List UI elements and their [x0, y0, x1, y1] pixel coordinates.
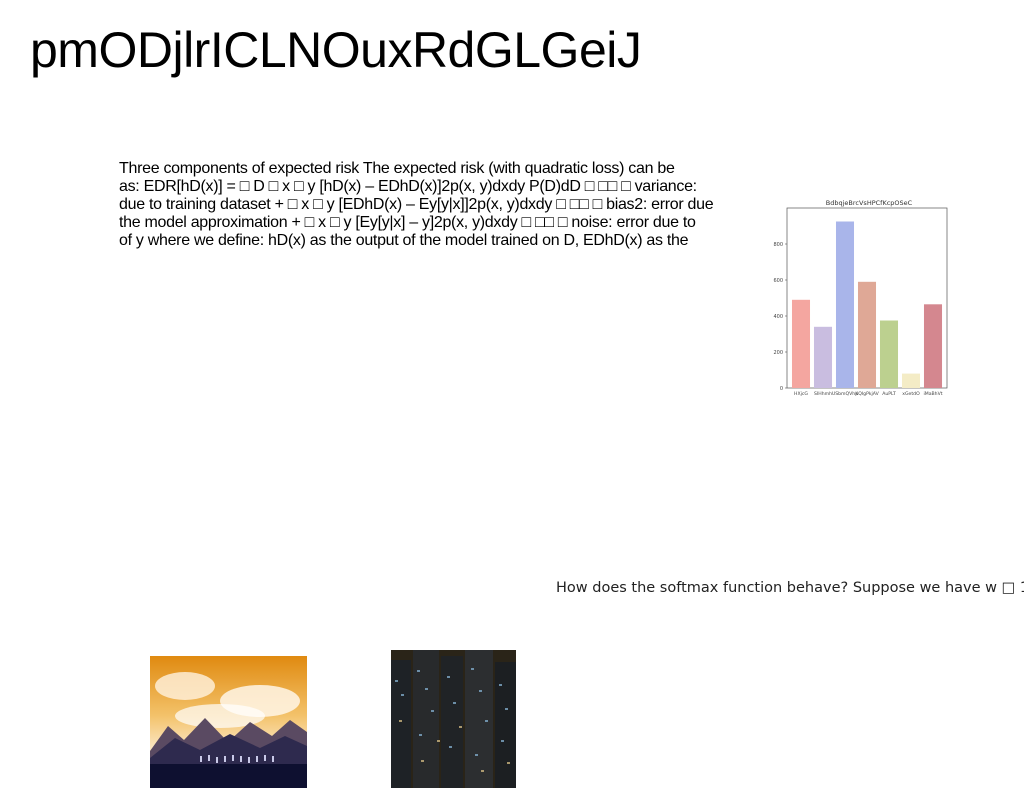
x-tick-label: xGetdO — [902, 391, 920, 397]
x-tick-label: AuPLT — [882, 391, 896, 397]
y-tick-label: 0 — [780, 386, 783, 392]
bar-SIHhmh — [814, 327, 832, 388]
paragraph-line: Three components of expected risk The ex… — [119, 160, 739, 178]
chart-title: BdbqjeBrcVsHPCfKcpOSeC — [826, 199, 913, 207]
bar-USbmQVhp — [836, 222, 854, 389]
x-tick-label: HXjcG — [794, 391, 808, 397]
paragraph-line: the model approximation + □ x □ y [Ey[y|… — [119, 214, 739, 232]
bar-AuPLT — [880, 321, 898, 389]
bar-KQIgPkjAV — [858, 282, 876, 388]
softmax-question: How does the softmax function behave? Su… — [556, 578, 1024, 598]
y-tick-label: 600 — [773, 278, 783, 284]
expected-risk-paragraph: Three components of expected risk The ex… — [119, 160, 739, 250]
bar-xGetdO — [902, 374, 920, 388]
city-night-photo — [391, 650, 516, 788]
paragraph-line: of y where we define: hD(x) as the outpu… — [119, 232, 739, 250]
y-tick-label: 200 — [773, 350, 783, 356]
bar-HXjcG — [792, 300, 810, 388]
x-tick-label: KQIgPkjAV — [855, 391, 879, 397]
paragraph-line: due to training dataset + □ x □ y [EDhD(… — [119, 196, 739, 214]
x-tick-label: iMaBhVt — [923, 391, 942, 397]
page-title: pmODjlrICLNOuxRdGLGeiJ — [30, 20, 641, 80]
y-tick-label: 800 — [773, 242, 783, 248]
bar-iMaBhVt — [924, 304, 942, 388]
x-tick-label: SIHhmh — [814, 391, 832, 397]
paragraph-line: as: EDR[hD(x)] = □ D □ x □ y [hD(x) – ED… — [119, 178, 739, 196]
bar-chart: BdbqjeBrcVsHPCfKcpOSeC 0 200 400 600 800 HXj… — [758, 195, 958, 405]
mountain-sunset-photo — [150, 656, 307, 788]
y-tick-label: 400 — [773, 314, 783, 320]
